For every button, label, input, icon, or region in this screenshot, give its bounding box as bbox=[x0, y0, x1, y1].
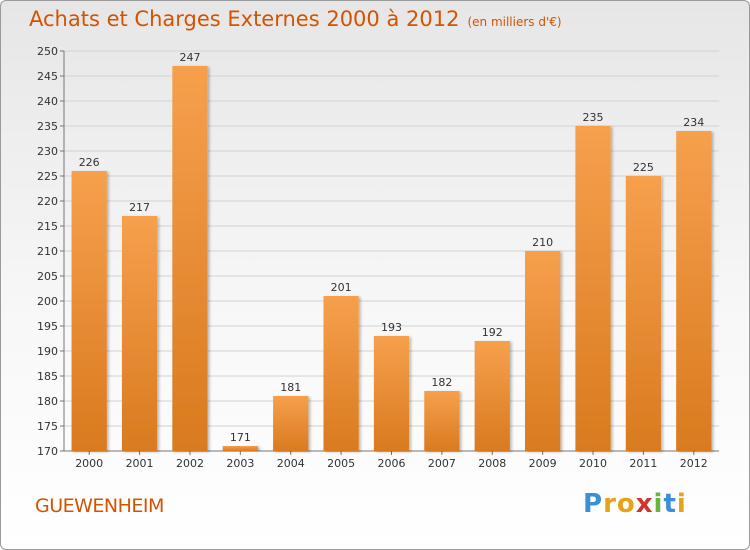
data-labels: 226 217 247 171 181 201 193 182 192 210 235 225 234 bbox=[79, 51, 705, 444]
bar-2011 bbox=[625, 176, 662, 451]
bar-2002 bbox=[172, 66, 208, 451]
y-tick-label: 235 bbox=[37, 120, 58, 133]
bar-2000 bbox=[71, 171, 107, 451]
x-tick-label: 2000 bbox=[75, 457, 103, 470]
x-tick-label: 2012 bbox=[680, 457, 708, 470]
y-tick-label: 245 bbox=[37, 70, 58, 83]
bar-2008 bbox=[474, 341, 510, 451]
x-tick-label: 2002 bbox=[176, 457, 204, 470]
bar-value-label: 234 bbox=[683, 116, 704, 129]
y-tick-label: 230 bbox=[37, 145, 58, 158]
bar-value-label: 182 bbox=[431, 376, 452, 389]
x-tick-label: 2007 bbox=[428, 457, 456, 470]
brand-letter: i bbox=[676, 489, 687, 519]
y-tick-label: 205 bbox=[37, 270, 58, 283]
y-tick-label: 210 bbox=[37, 245, 58, 258]
commune-name: GUEWENHEIM bbox=[35, 495, 164, 517]
bar-value-label: 225 bbox=[633, 161, 654, 174]
brand-letter: r bbox=[603, 489, 617, 519]
y-tick-label: 190 bbox=[37, 345, 58, 358]
bar-2004 bbox=[273, 396, 309, 451]
bar-value-label: 171 bbox=[230, 431, 251, 444]
y-tick-label: 185 bbox=[37, 370, 58, 383]
bar-2009 bbox=[525, 251, 561, 451]
chart-title: Achats et Charges Externes 2000 à 2012 (e… bbox=[29, 7, 562, 31]
bar-value-label: 210 bbox=[532, 236, 553, 249]
chart-subtitle: (en milliers d'€) bbox=[467, 15, 562, 29]
x-tick-label: 2005 bbox=[327, 457, 355, 470]
chart-title-text: Achats et Charges Externes 2000 à 2012 bbox=[29, 7, 460, 31]
proxiti-logo[interactable]: Proxiti bbox=[583, 489, 687, 519]
bar-value-label: 181 bbox=[280, 381, 301, 394]
y-tick-label: 170 bbox=[37, 445, 58, 458]
y-tick-label: 215 bbox=[37, 220, 58, 233]
bars bbox=[71, 66, 712, 451]
x-tick-label: 2004 bbox=[277, 457, 305, 470]
brand-letter: i bbox=[653, 489, 664, 519]
x-tick-label: 2009 bbox=[529, 457, 557, 470]
bar-2001 bbox=[121, 216, 158, 451]
bar-2010 bbox=[575, 126, 611, 451]
bar-value-label: 217 bbox=[129, 201, 150, 214]
bar-2005 bbox=[323, 296, 359, 451]
bar-value-label: 247 bbox=[179, 51, 200, 64]
x-tick-label: 2003 bbox=[226, 457, 254, 470]
bar-value-label: 235 bbox=[583, 111, 604, 124]
x-tick-label: 2001 bbox=[126, 457, 154, 470]
y-tick-label: 195 bbox=[37, 320, 58, 333]
bar-value-label: 201 bbox=[331, 281, 352, 294]
bar-value-label: 226 bbox=[79, 156, 100, 169]
brand-letter: x bbox=[635, 489, 654, 519]
bar-2003 bbox=[222, 446, 258, 451]
y-tick-label: 175 bbox=[37, 420, 58, 433]
brand-letter: t bbox=[663, 489, 677, 519]
y-tick-label: 220 bbox=[37, 195, 58, 208]
x-tick-label: 2011 bbox=[629, 457, 657, 470]
y-tick-label: 200 bbox=[37, 295, 58, 308]
bar-value-label: 193 bbox=[381, 321, 402, 334]
y-tick-label: 250 bbox=[37, 45, 58, 58]
y-tick-label: 180 bbox=[37, 395, 58, 408]
bar-2006 bbox=[373, 336, 410, 451]
bar-value-label: 192 bbox=[482, 326, 503, 339]
bar-2012 bbox=[676, 131, 712, 451]
y-tick-label: 240 bbox=[37, 95, 58, 108]
brand-letter: o bbox=[616, 489, 636, 519]
x-tick-label: 2006 bbox=[378, 457, 406, 470]
y-tick-label: 225 bbox=[37, 170, 58, 183]
x-tick-label: 2008 bbox=[478, 457, 506, 470]
bar-2007 bbox=[424, 391, 460, 451]
brand-letter: P bbox=[583, 489, 604, 519]
x-tick-label: 2010 bbox=[579, 457, 607, 470]
